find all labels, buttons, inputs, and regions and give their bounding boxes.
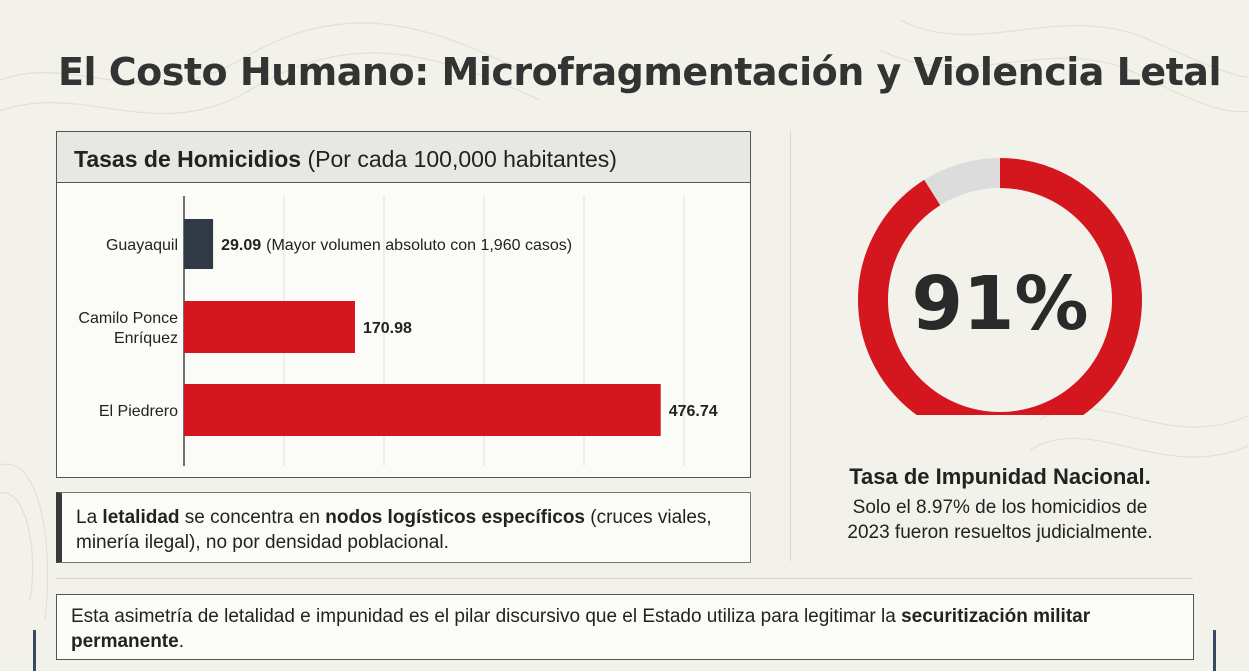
note-bold-lethality: letalidad [102,507,180,528]
conclusion-text: Esta asimetría de letalidad e impunidad … [71,606,902,627]
value-label: 170.98 [363,320,412,337]
impunity-desc-line2: 2023 fueron resueltos judicialmente. [847,522,1153,543]
impunity-title: Tasa de Impunidad Nacional. [849,464,1151,489]
right-accent-line [1213,630,1216,671]
impunity-desc-line1: Solo el 8.97% de los homicidios de [852,497,1148,518]
page-title: El Costo Humano: Microfragmentación y Vi… [58,50,1221,94]
homicide-chart-card: Tasas de Homicidios (Por cada 100,000 ha… [56,131,751,478]
donut-impunity-segment [858,158,1142,415]
impunity-percent-label: 91% [911,261,1088,347]
left-accent-line [33,630,36,671]
bar-2 [184,384,661,436]
value-label: 476.74 [669,403,718,420]
value-label: 29.09 (Mayor volumen absoluto con 1,960 c… [221,237,572,254]
horizontal-divider [56,578,1193,579]
bar-1 [184,301,355,353]
chart-header: Tasas de Homicidios (Por cada 100,000 ha… [57,132,750,183]
conclusion-card: Esta asimetría de letalidad e impunidad … [56,594,1194,660]
note-text: se concentra en [179,507,326,528]
note-bold-nodes: nodos logísticos específicos [325,507,585,528]
lethality-note: La letalidad se concentra en nodos logís… [56,492,751,563]
category-label: Guayaquil [106,237,178,254]
chart-title-unit: (Por cada 100,000 habitantes) [307,146,617,172]
category-label: El Piedrero [99,403,178,420]
bar-0 [184,219,214,269]
note-text: (cruces viales, minería ilegal), no por … [76,507,712,553]
impunity-description: Solo el 8.97% de los homicidios de 2023 … [800,495,1200,545]
note-text: La [76,507,103,528]
conclusion-bold: securitización militar permanente [71,606,1091,652]
chart-title-bold: Tasas de Homicidios [74,146,302,172]
vertical-divider [790,131,791,561]
impunity-donut-chart: 91% [858,158,1142,415]
homicide-bar-chart: Guayaquil 29.09 (Mayor volumen absoluto co… [78,196,718,466]
category-label: Camilo Ponce Enríquez [78,310,178,347]
conclusion-period: . [178,631,184,652]
